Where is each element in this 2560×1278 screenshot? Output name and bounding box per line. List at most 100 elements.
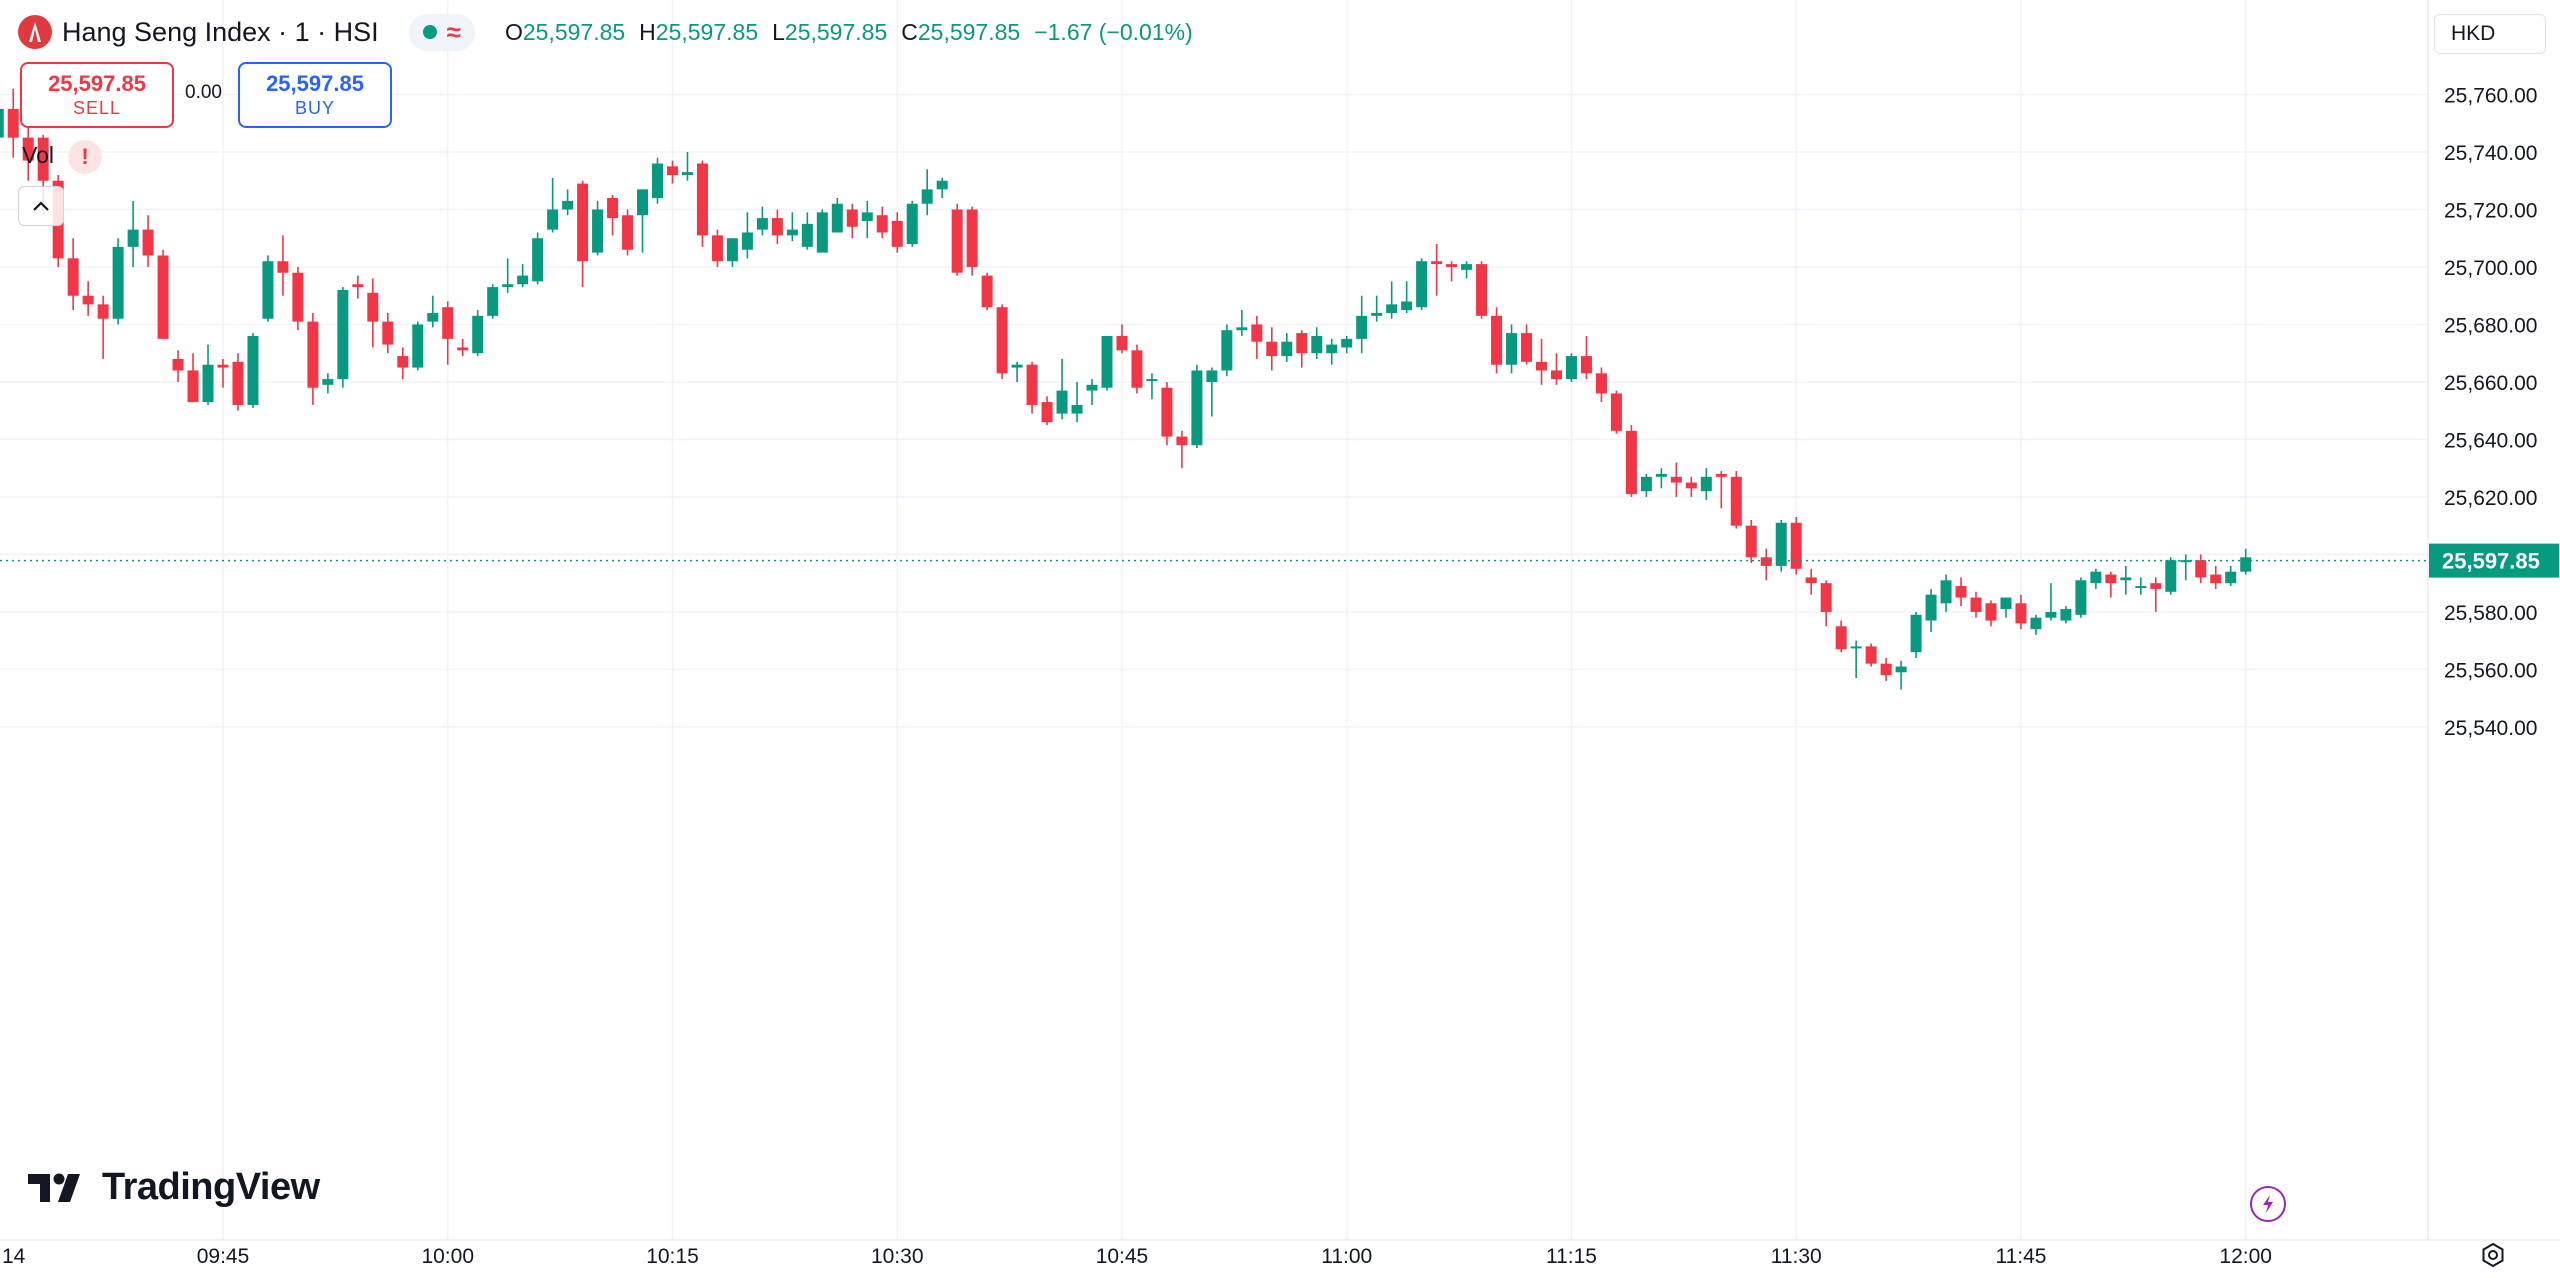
- candle-up: [1850, 640, 1862, 679]
- price-axis[interactable]: 25,540.0025,560.0025,580.0025,600.0025,6…: [2444, 85, 2537, 740]
- tradingview-logo[interactable]: TradingView: [28, 1166, 320, 1209]
- candle-down: [1266, 327, 1278, 371]
- candle-down: [1491, 307, 1503, 374]
- candle-up: [517, 264, 529, 288]
- candles: [0, 88, 2252, 690]
- last-price-label: 25,597.85: [2442, 549, 2540, 574]
- time-tick-label: 09:45: [197, 1245, 250, 1268]
- volume-indicator-label[interactable]: Vol: [22, 142, 54, 168]
- candle-down: [1446, 261, 1458, 282]
- time-tick-label: 14: [2, 1245, 26, 1268]
- candle-down: [846, 203, 858, 239]
- candle-up: [1236, 310, 1248, 336]
- candle-up: [472, 310, 484, 357]
- candle-down: [1296, 330, 1308, 368]
- candle-up: [127, 200, 139, 267]
- candle-down: [876, 206, 888, 239]
- candle-up: [1356, 295, 1368, 354]
- candle-down: [367, 278, 379, 348]
- candle-up: [2180, 554, 2192, 581]
- candle-up: [1326, 338, 1338, 365]
- lightning-icon[interactable]: [2250, 1186, 2286, 1222]
- buy-button[interactable]: 25,597.85 BUY: [238, 62, 392, 128]
- candle-down: [1685, 476, 1697, 497]
- candle-up: [801, 212, 813, 250]
- candle-up: [652, 157, 664, 204]
- time-tick-label: 10:45: [1096, 1245, 1149, 1268]
- candle-down: [1820, 580, 1832, 627]
- candle-down: [1161, 381, 1173, 446]
- candle-up: [1101, 335, 1113, 391]
- status-dot-icon: [422, 25, 437, 39]
- candle-up: [322, 373, 334, 394]
- candle-up: [741, 212, 753, 259]
- symbol-title[interactable]: Hang Seng Index · 1 · HSI: [62, 16, 379, 47]
- candle-down: [67, 238, 79, 311]
- candle-down: [666, 160, 678, 184]
- candle-down: [696, 160, 708, 247]
- candle-up: [262, 255, 274, 322]
- candle-down: [996, 304, 1008, 380]
- candle-up: [412, 321, 424, 371]
- candle-up: [247, 333, 259, 408]
- candle-up: [1775, 519, 1787, 572]
- candle-down: [442, 301, 454, 365]
- candle-down: [1970, 591, 1982, 618]
- time-tick-label: 12:00: [2219, 1245, 2272, 1268]
- candle-down: [1955, 577, 1967, 607]
- candle-up: [637, 189, 649, 253]
- candle-up: [1011, 361, 1023, 382]
- currency-selector[interactable]: HKD: [2434, 14, 2546, 54]
- tradingview-wordmark: TradingView: [102, 1166, 320, 1208]
- candle-down: [711, 229, 723, 267]
- candle-up: [681, 152, 693, 181]
- candle-down: [232, 353, 244, 411]
- time-tick-label: 11:30: [1771, 1245, 1822, 1268]
- candle-down: [1476, 261, 1488, 319]
- candle-up: [1506, 324, 1518, 374]
- time-axis[interactable]: 14 09:45 10:00 10:15 10:30 10:45 11:00 11:15 11:…: [2, 1245, 2272, 1268]
- candle-down: [97, 295, 109, 359]
- candle-up: [1940, 574, 1952, 612]
- candle-down: [1026, 361, 1038, 414]
- candle-up: [756, 206, 768, 236]
- change-value: −1.67 (−0.01%): [1034, 18, 1193, 45]
- candle-up: [1700, 468, 1712, 500]
- candle-down: [1670, 462, 1682, 497]
- candle-up: [1416, 258, 1428, 311]
- candle-down: [1176, 430, 1188, 469]
- candle-up: [921, 169, 933, 216]
- candle-down: [981, 272, 993, 311]
- collapse-indicators-button[interactable]: [18, 186, 64, 226]
- candle-down: [1431, 243, 1443, 296]
- candle-up: [1386, 281, 1398, 319]
- candle-down: [1805, 568, 1817, 595]
- approx-icon: ≈: [446, 16, 461, 47]
- candle-up: [502, 258, 514, 293]
- candle-up: [1371, 295, 1383, 322]
- high-value: 25,597.85: [655, 18, 759, 45]
- sell-button[interactable]: 25,597.85 SELL: [20, 62, 174, 128]
- low-label: L: [772, 18, 785, 45]
- candle-down: [1760, 548, 1772, 581]
- candle-up: [726, 238, 738, 267]
- price-tick-label: 25,620.00: [2444, 487, 2537, 510]
- candle-up: [2135, 577, 2147, 595]
- last-price-marker: 25,597.85: [0, 543, 2559, 578]
- candle-down: [157, 249, 169, 339]
- candle-down: [966, 206, 978, 276]
- time-tick-label: 10:15: [646, 1245, 699, 1268]
- market-status[interactable]: ≈: [408, 13, 475, 51]
- candle-up: [547, 177, 559, 233]
- candle-up: [427, 295, 439, 328]
- candle-down: [951, 203, 963, 276]
- candle-down: [1251, 315, 1263, 359]
- warning-icon[interactable]: !: [68, 140, 102, 174]
- price-tick-label: 25,540.00: [2444, 717, 2537, 740]
- time-tick-label: 10:30: [871, 1245, 924, 1268]
- candle-down: [2015, 594, 2027, 630]
- candle-up: [2075, 577, 2087, 618]
- settings-gear-icon[interactable]: [2478, 1240, 2508, 1270]
- low-value: 25,597.85: [784, 18, 888, 45]
